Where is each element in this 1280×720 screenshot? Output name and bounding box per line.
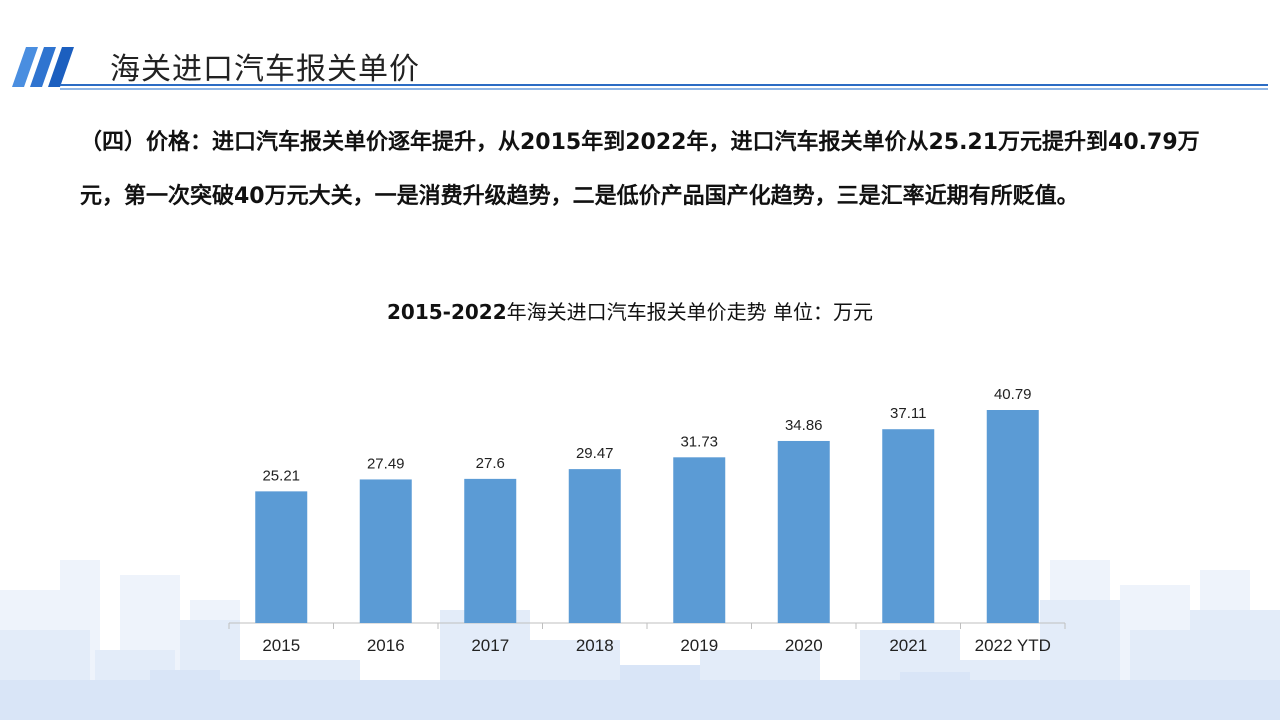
bar-value-label: 34.86 xyxy=(785,417,823,434)
header-divider xyxy=(60,84,1268,90)
chart-title: 2015-2022年海关进口汽车报关单价走势 单位：万元 xyxy=(0,296,1260,325)
header-stripes-logo xyxy=(12,47,74,87)
bar-value-label: 29.47 xyxy=(576,445,614,462)
x-tick-label: 2021 xyxy=(889,636,927,655)
x-tick-label: 2018 xyxy=(576,636,614,655)
x-tick-label: 2020 xyxy=(785,636,823,655)
x-tick-label: 2019 xyxy=(680,636,718,655)
page-title: 海关进口汽车报关单价 xyxy=(110,52,420,87)
bar-value-label: 27.6 xyxy=(476,455,505,472)
bar-2019 xyxy=(673,457,726,623)
bar-2022-ytd xyxy=(986,410,1039,623)
chart-title-text: 年海关进口汽车报关单价走势 单位：万元 xyxy=(506,300,873,324)
bar-2017 xyxy=(464,478,517,623)
bar-2015 xyxy=(255,491,308,623)
bar-value-label: 27.49 xyxy=(367,455,405,472)
bar-2020 xyxy=(777,440,830,623)
chart-title-years: 2015-2022 xyxy=(387,300,507,324)
bar-2016 xyxy=(359,479,412,623)
bar-value-label: 37.11 xyxy=(890,405,926,422)
x-tick-label: 2022 YTD xyxy=(975,636,1051,655)
x-tick-label: 2016 xyxy=(367,636,405,655)
bar-2018 xyxy=(568,469,621,623)
bar-2021 xyxy=(882,429,935,623)
x-tick-label: 2015 xyxy=(262,636,300,655)
bar-value-label: 40.79 xyxy=(994,386,1032,403)
intro-paragraph: （四）价格：进口汽车报关单价逐年提升，从2015年到2022年，进口汽车报关单价… xyxy=(80,130,1200,209)
bar-value-label: 31.73 xyxy=(680,433,718,450)
x-tick-label: 2017 xyxy=(471,636,509,655)
bar-value-label: 25.21 xyxy=(262,467,300,484)
